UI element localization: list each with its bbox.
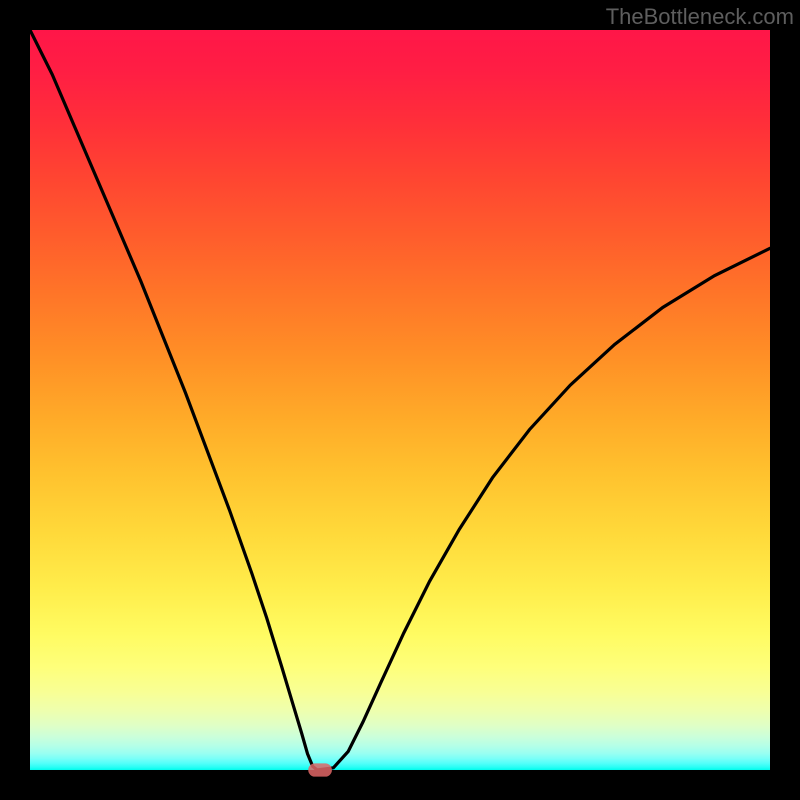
optimal-marker (308, 763, 332, 776)
bottleneck-chart (0, 0, 800, 800)
watermark-text: TheBottleneck.com (606, 4, 794, 30)
plot-background (30, 30, 770, 770)
